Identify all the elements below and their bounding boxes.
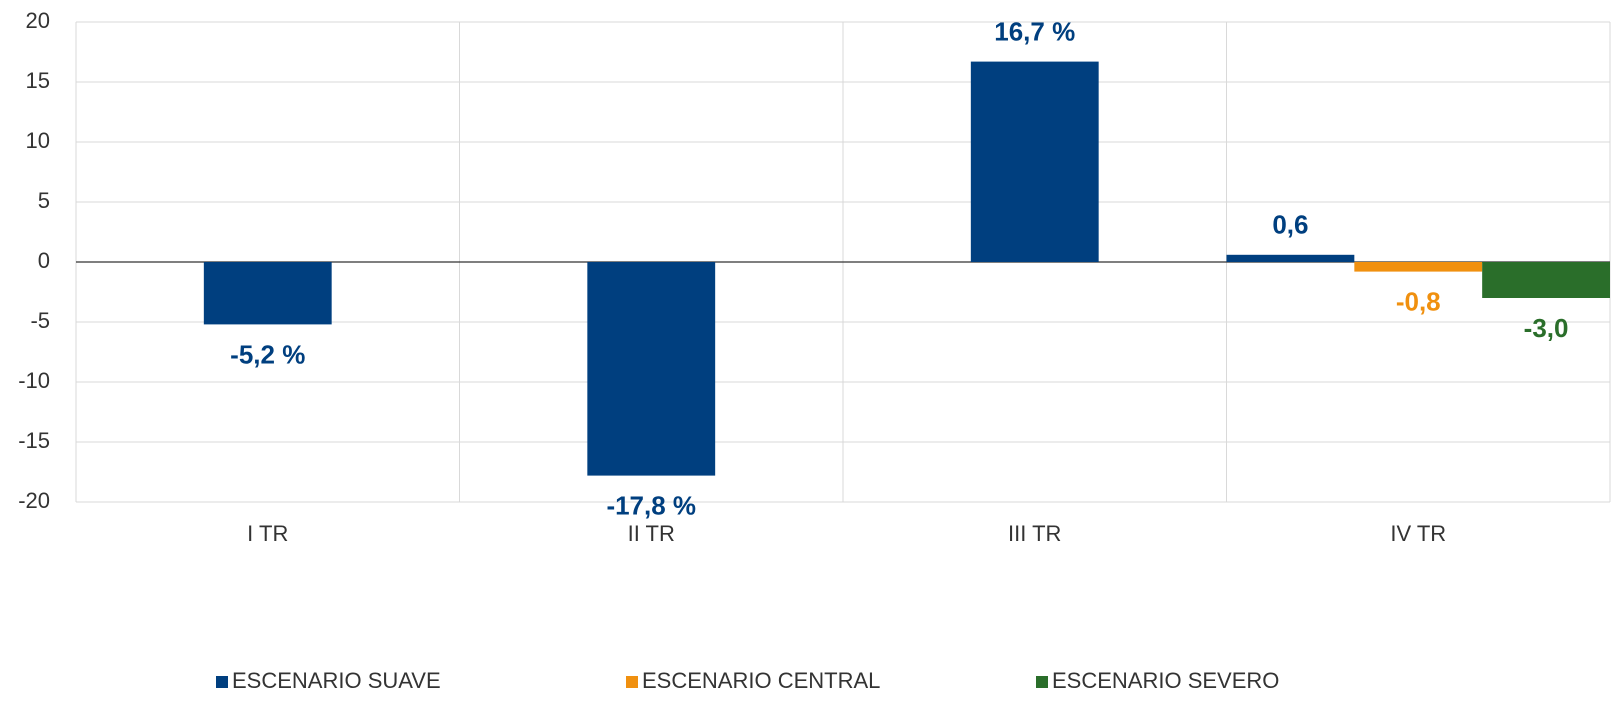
y-tick-label: 10 xyxy=(26,128,50,153)
value-label: -5,2 % xyxy=(230,339,305,369)
value-label: -3,0 xyxy=(1524,313,1569,343)
bar xyxy=(1226,254,1355,262)
legend-label: ESCENARIO SUAVE xyxy=(232,668,441,693)
value-label: -17,8 % xyxy=(606,490,696,520)
legend-swatch xyxy=(626,676,638,688)
y-tick-label: 20 xyxy=(26,8,50,33)
y-tick-label: -10 xyxy=(18,368,50,393)
y-tick-label: 15 xyxy=(26,68,50,93)
y-tick-label: 5 xyxy=(38,188,50,213)
legend-label: ESCENARIO SEVERO xyxy=(1052,668,1279,693)
bar xyxy=(1354,262,1483,272)
value-label: 0,6 xyxy=(1272,210,1308,240)
bar xyxy=(1482,262,1610,298)
legend-swatch xyxy=(216,676,228,688)
x-tick-label: II TR xyxy=(628,521,675,546)
x-tick-label: IV TR xyxy=(1390,521,1446,546)
value-label: 16,7 % xyxy=(994,16,1075,46)
legend-label: ESCENARIO CENTRAL xyxy=(642,668,880,693)
y-tick-label: -20 xyxy=(18,488,50,513)
y-tick-label: 0 xyxy=(38,248,50,273)
y-tick-label: -15 xyxy=(18,428,50,453)
value-label: -0,8 xyxy=(1396,286,1441,316)
y-tick-label: -5 xyxy=(30,308,50,333)
x-tick-label: I TR xyxy=(247,521,288,546)
x-tick-label: III TR xyxy=(1008,521,1061,546)
bar xyxy=(203,262,332,325)
bar xyxy=(970,61,1099,262)
bar xyxy=(587,262,716,476)
legend-swatch xyxy=(1036,676,1048,688)
